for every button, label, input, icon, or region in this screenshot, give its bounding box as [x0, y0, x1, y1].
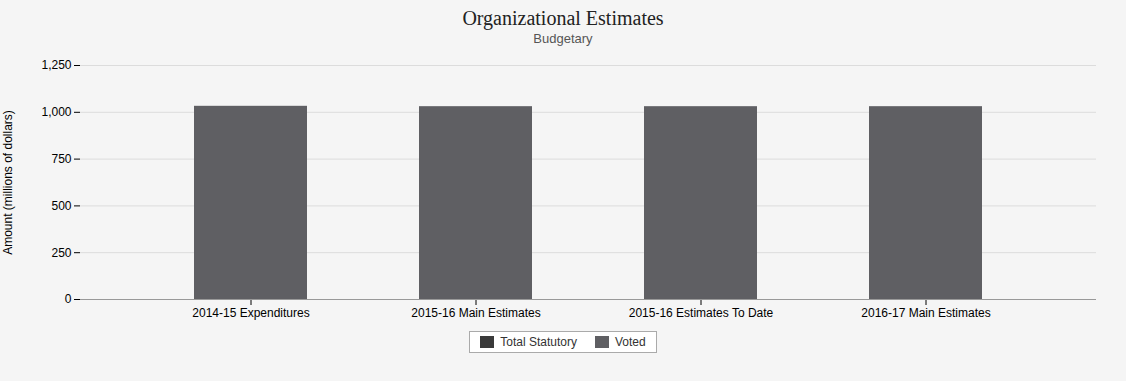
svg-text:2014-15 Expenditures: 2014-15 Expenditures: [192, 306, 309, 320]
svg-text:1,250: 1,250: [41, 58, 71, 72]
svg-text:2016-17 Main Estimates: 2016-17 Main Estimates: [861, 306, 990, 320]
svg-text:750: 750: [51, 152, 71, 166]
svg-text:2015-16 Estimates To Date: 2015-16 Estimates To Date: [629, 306, 774, 320]
svg-text:1,000: 1,000: [41, 105, 71, 119]
svg-text:Amount (millions of dollars): Amount (millions of dollars): [1, 110, 15, 255]
svg-text:250: 250: [51, 246, 71, 260]
html-text:Organizational Estimates: Organizational Estimates: [462, 7, 664, 29]
html-text:Budgetary: Budgetary: [533, 31, 593, 46]
svg-text:2015-16 Main Estimates: 2015-16 Main Estimates: [411, 306, 540, 320]
html-text:Voted: Voted: [615, 335, 646, 349]
svg-text:500: 500: [51, 199, 71, 213]
html-text:Total Statutory: Total Statutory: [500, 335, 577, 349]
svg-text:0: 0: [65, 292, 72, 306]
